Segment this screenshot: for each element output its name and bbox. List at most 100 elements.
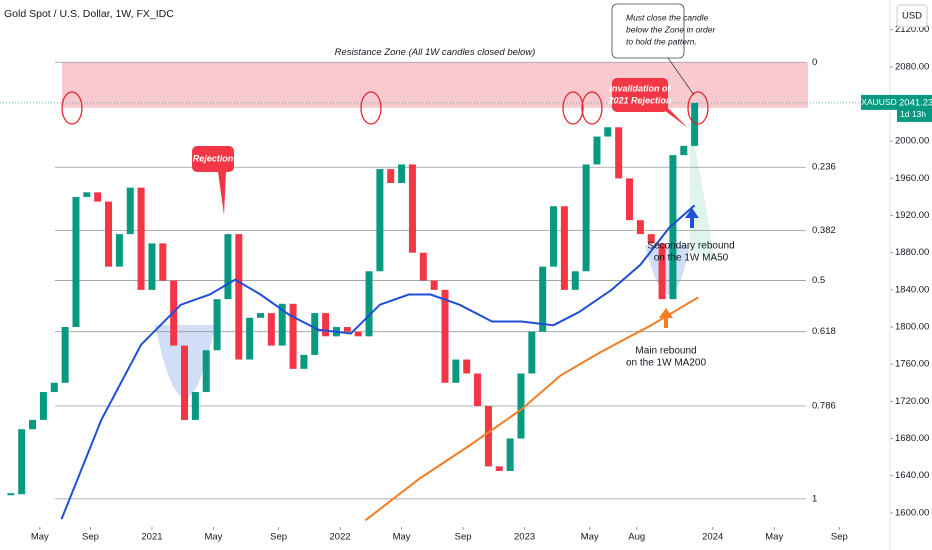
candle [517,373,525,439]
y-tick-label: 1720.00 [895,396,929,407]
x-tick-label: Sep [270,532,287,543]
candle [94,192,102,202]
candle [571,271,579,290]
candle [680,145,688,156]
candle [50,382,58,393]
x-tick-label: May [581,532,599,543]
fib-label: 0.786 [812,401,836,412]
x-tick-label: May [393,532,411,543]
candle [181,345,189,420]
fib-label: 0.236 [812,162,836,173]
candle [39,392,47,420]
candle [408,164,416,253]
candle [398,164,406,184]
countdown: 1d 13h [900,109,926,119]
note: to hold the pattern. [626,36,697,46]
candle [246,317,254,360]
candle [61,327,69,383]
candle [126,187,134,235]
chart-title: Gold Spot / U.S. Dollar, 1W, FX_IDC [4,8,174,20]
candle [7,493,15,496]
y-tick-label: 1840.00 [895,284,929,295]
candle [83,192,91,197]
candle [115,234,123,267]
plot [0,61,890,522]
annotation: Main rebound [635,346,696,357]
x-tick-label: Aug [628,532,645,543]
circle [581,91,603,125]
circle [687,91,709,125]
currency-box [896,4,928,28]
candle [582,164,590,272]
callout-tail [218,172,226,215]
x-tick-label: Sep [455,532,472,543]
candle [300,354,308,369]
arrow [659,308,673,328]
candle [343,327,351,332]
x-tick-label: 2022 [330,532,351,543]
candle [191,392,199,420]
candle [365,271,373,337]
callout [192,146,234,172]
y-tick-label: 1880.00 [895,247,929,258]
y-tick-label: 2000.00 [895,136,929,147]
annotation: Invalidation of [609,83,671,93]
y-tick-label: 1680.00 [895,433,929,444]
candle [463,359,471,374]
moving-average [60,204,696,520]
candle [202,350,210,393]
candle [289,303,297,369]
fib-label: 0.5 [812,275,825,286]
candle [441,289,449,383]
candle [669,155,677,300]
candle [484,405,492,467]
moving-average [364,296,699,522]
candle [311,313,319,355]
circle [562,91,584,125]
symbol-label: XAUUSD [861,97,896,107]
y-tick-label: 1920.00 [895,210,929,221]
y-tick-label: 2080.00 [895,61,929,72]
price-tag [861,94,897,110]
candle [691,102,699,146]
annotation: Rejection [193,153,234,163]
candle [647,234,655,244]
arrow [685,208,699,228]
candle [387,169,395,184]
y-tick-label: 1640.00 [895,470,929,481]
candle [278,303,286,346]
candle [539,266,547,332]
candle [615,127,623,179]
candle [29,419,37,430]
candle [528,331,536,374]
note: below the Zone in order [626,24,716,34]
note-pointer [667,57,695,96]
candle [354,331,362,337]
callout-tail [660,100,688,128]
annotation: 2021 Rejection [607,95,672,105]
callout [612,78,668,112]
candle [376,169,384,272]
currency: USD [902,11,922,22]
fib-label: 0 [812,57,817,68]
shade [645,245,690,295]
candle [235,234,243,360]
candle [159,243,167,281]
candle [560,206,568,290]
x-tick-label: 2023 [514,532,535,543]
candle [452,359,460,383]
candle [419,252,427,281]
candle [474,373,482,406]
annotation: on the 1W MA200 [626,358,706,369]
candle [105,201,113,267]
annotation: Secondary rebound [647,241,734,252]
note-box [611,3,685,59]
note: Must close the candle [626,12,708,22]
candle [658,243,666,300]
candle [267,313,275,346]
candle [593,136,601,165]
y-tick-label: 1800.00 [895,322,929,333]
candle [636,220,644,235]
candle [604,127,612,137]
x-tick-label: May [204,532,222,543]
